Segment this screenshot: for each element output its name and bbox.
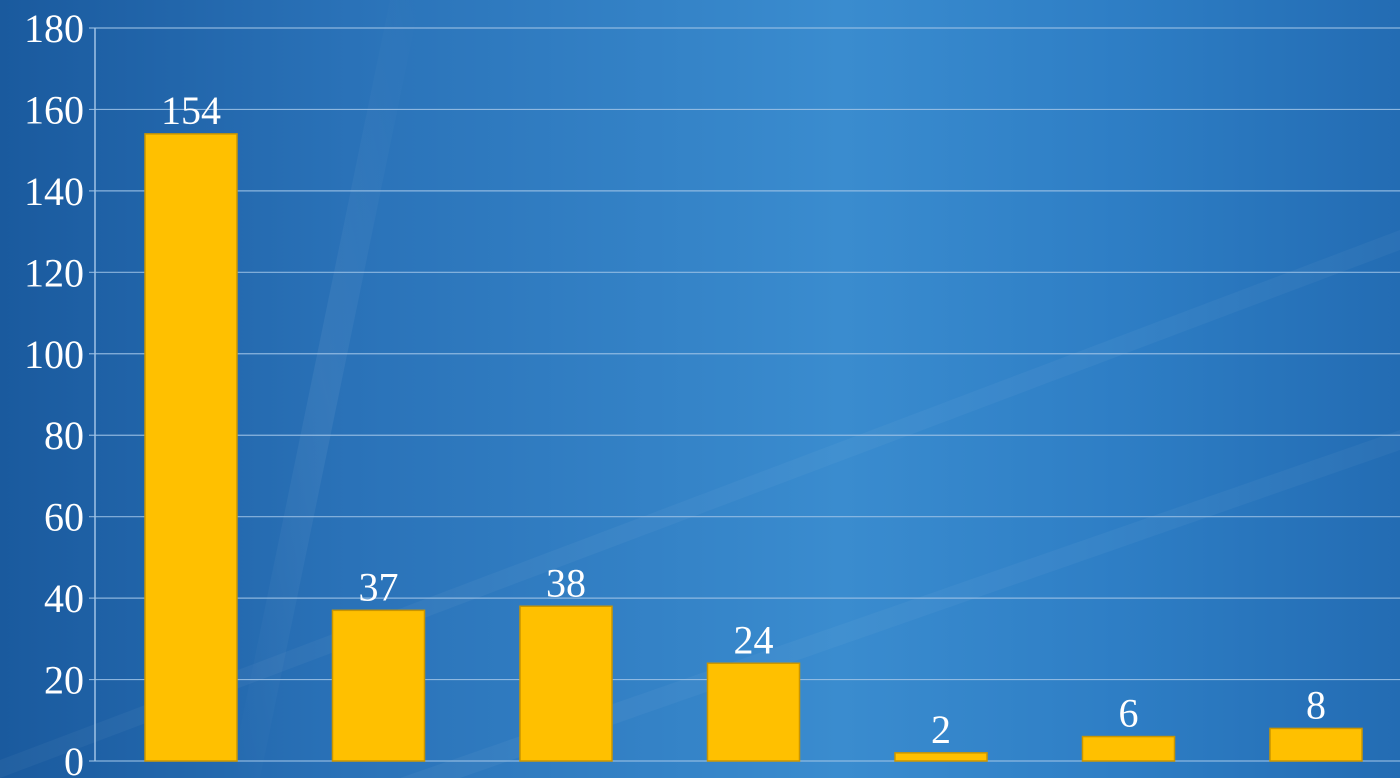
bar (331, 609, 426, 762)
bar-value-label: 154 (161, 88, 221, 133)
y-tick-label: 180 (24, 6, 84, 51)
bar (144, 133, 238, 762)
y-tick-label: 120 (24, 250, 84, 295)
bar-value-label: 24 (734, 617, 774, 662)
y-tick-label: 160 (24, 87, 84, 132)
bar-value-label: 6 (1119, 691, 1139, 736)
bar-value-label: 2 (931, 707, 951, 752)
y-tick-label: 100 (24, 332, 84, 377)
y-tick-label: 40 (44, 576, 84, 621)
bars (144, 133, 1363, 762)
y-tick-label: 0 (64, 739, 84, 778)
y-tick-label: 60 (44, 495, 84, 540)
bar (894, 752, 988, 762)
bar-value-label: 8 (1306, 682, 1326, 727)
y-axis: 0 20 40 60 80 100 120 140 160 180 (24, 6, 96, 778)
y-tick-label: 20 (44, 658, 84, 703)
bar (519, 605, 613, 762)
data-labels: 154 37 38 24 2 6 8 (161, 88, 1326, 752)
bar-value-label: 37 (359, 564, 399, 609)
bar-value-label: 38 (546, 560, 586, 605)
y-tick-label: 80 (44, 413, 84, 458)
bar (1269, 727, 1363, 762)
y-tick-label: 140 (24, 169, 84, 214)
bar (706, 662, 801, 762)
bar (1081, 735, 1176, 762)
